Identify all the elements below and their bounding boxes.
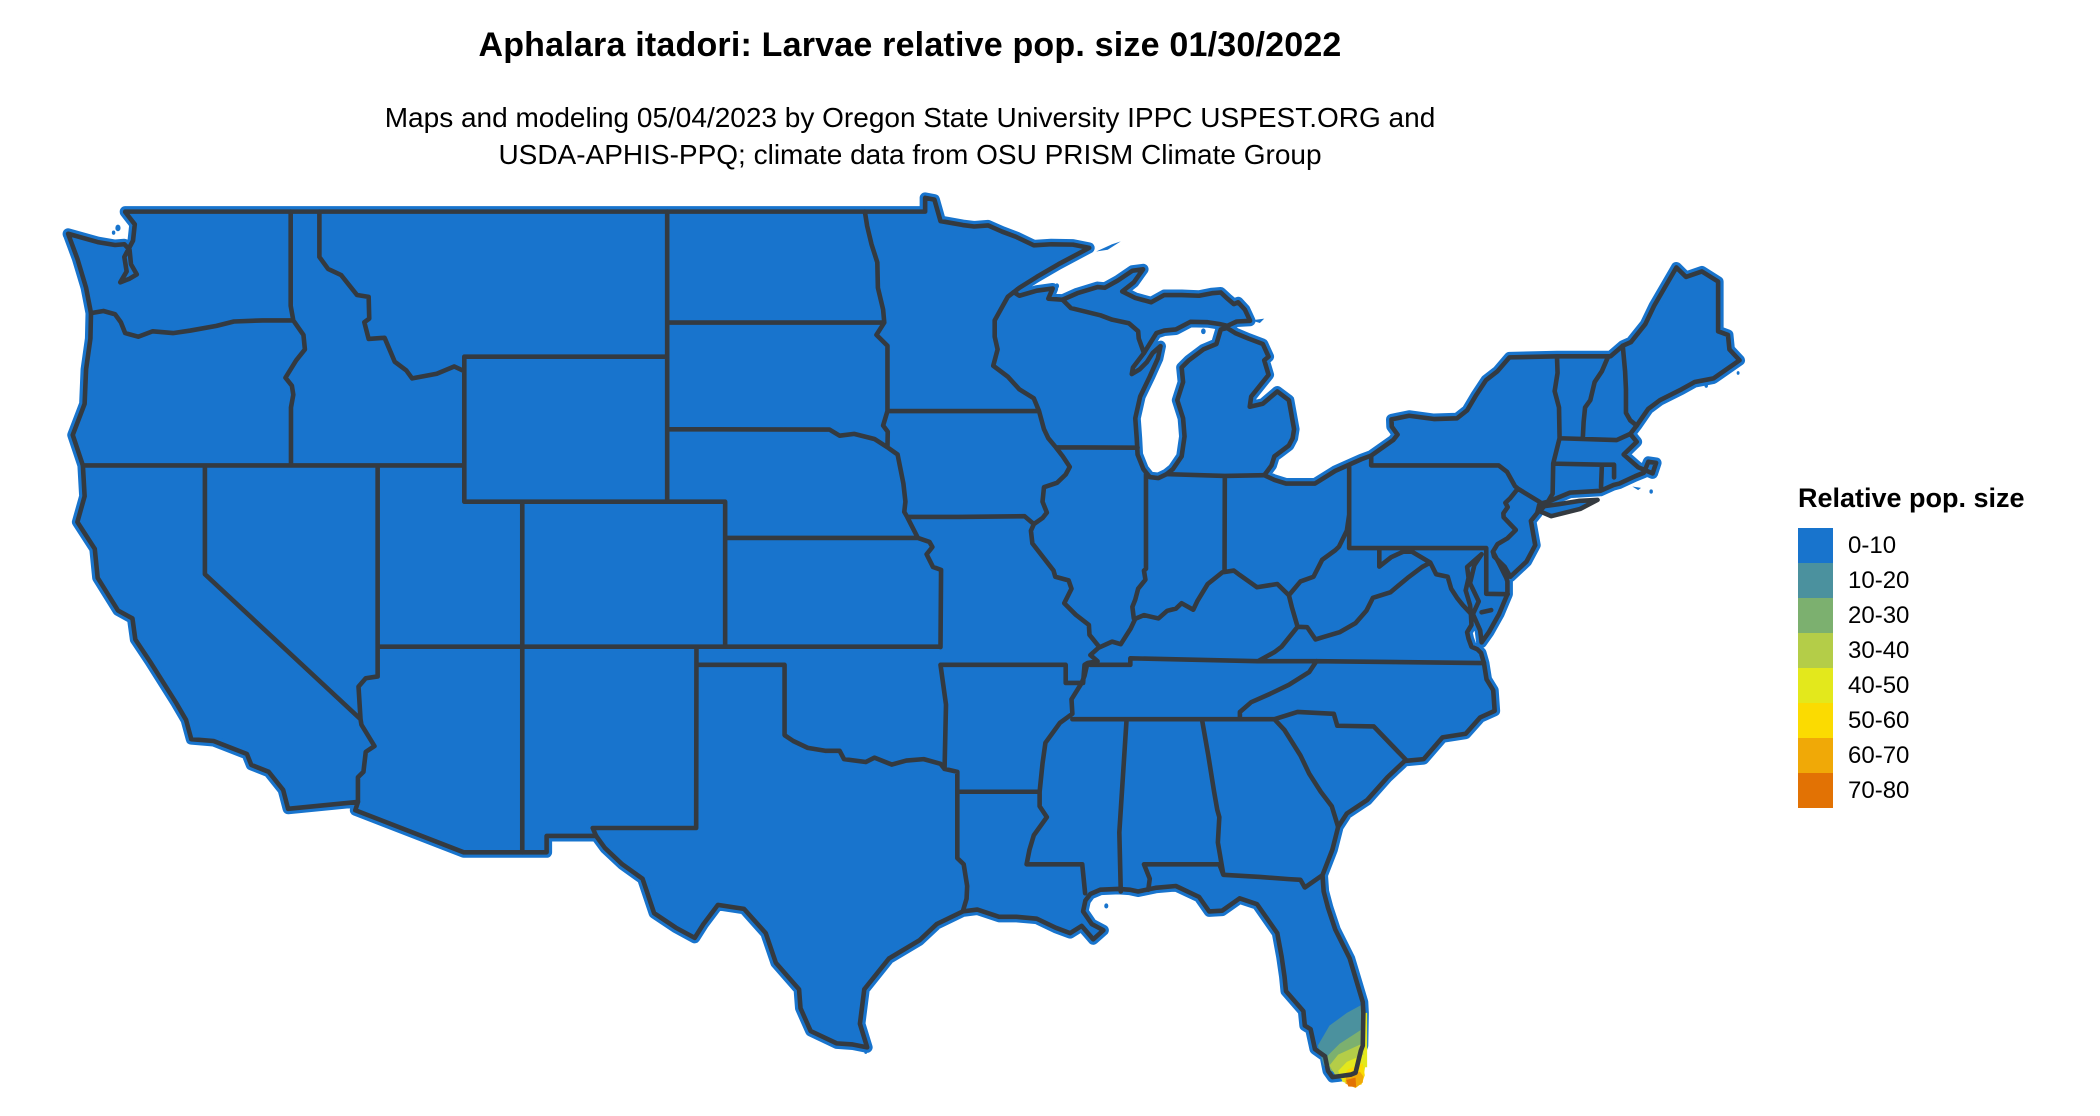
us-landmass [68,198,1739,1077]
legend-swatch-40-50 [1798,668,1833,703]
legend-label-40-50: 40-50 [1848,671,1910,699]
legend-swatch-0-10 [1798,528,1833,563]
long-island [1540,500,1598,516]
page-title: Aphalara itadori: Larvae relative pop. s… [0,26,1820,65]
map-subtitle-line1: Maps and modeling 05/04/2023 by Oregon S… [384,102,1436,133]
legend-swatch-50-60 [1798,703,1833,738]
legend-row: 40-50 [1798,668,2025,703]
map-subtitle: Maps and modeling 05/04/2023 by Oregon S… [0,99,1820,173]
legend-swatch-70-80 [1798,773,1833,808]
raster-specks [62,224,1740,1054]
legend-title: Relative pop. size [1798,483,2025,513]
legend: Relative pop. size 0-10 10-20 20-30 30-4… [1798,483,2025,808]
legend-label-30-40: 30-40 [1848,636,1910,664]
florida-bin-70-80 [1346,1077,1357,1087]
legend-label-10-20: 10-20 [1848,566,1910,594]
legend-swatch-30-40 [1798,633,1833,668]
legend-row: 0-10 [1798,528,2025,563]
legend-label-20-30: 20-30 [1848,601,1910,629]
legend-row: 70-80 [1798,773,2025,808]
legend-row: 20-30 [1798,598,2025,633]
coast-outline [68,198,1739,1077]
legend-row: 30-40 [1798,633,2025,668]
map-title-text: Aphalara itadori: Larvae relative pop. s… [478,26,1342,64]
legend-row: 60-70 [1798,738,2025,773]
legend-swatch-20-30 [1798,598,1833,633]
legend-label-50-60: 50-60 [1848,706,1910,734]
legend-label-60-70: 60-70 [1848,741,1910,769]
legend-swatch-60-70 [1798,738,1833,773]
legend-row: 50-60 [1798,703,2025,738]
state-borders [83,212,1637,912]
legend-label-70-80: 70-80 [1848,776,1910,804]
legend-row: 10-20 [1798,563,2025,598]
us-map-canvas [31,179,1770,1109]
map-subtitle-line2: USDA-APHIS-PPQ; climate data from OSU PR… [498,139,1322,170]
legend-label-0-10: 0-10 [1848,531,1897,559]
legend-swatch-10-20 [1798,563,1833,598]
